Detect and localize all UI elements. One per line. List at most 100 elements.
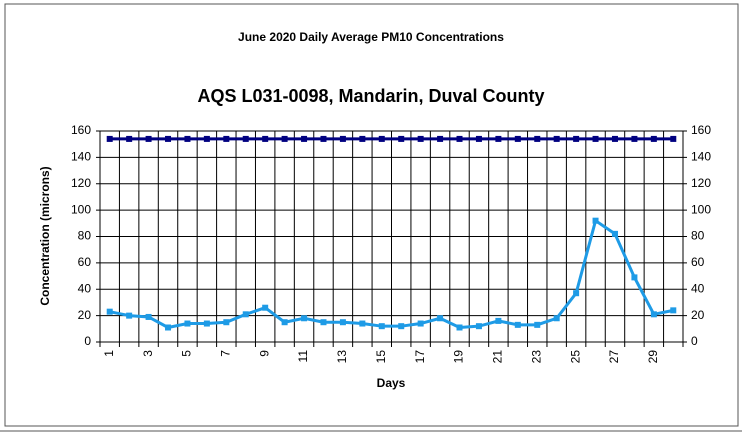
data-point [262,304,269,311]
data-point [631,274,638,281]
chart-frame [4,3,739,427]
data-point [456,135,463,142]
data-point [165,324,172,331]
data-point [145,313,152,320]
data-point [670,307,677,314]
data-point [320,135,327,142]
data-point [592,135,599,142]
data-point [475,135,482,142]
data-point [126,312,133,319]
data-point [301,135,308,142]
y2-tick-label: 120 [691,176,711,190]
data-point [223,135,230,142]
y-axis-label: Concentration (microns) [38,166,52,305]
data-point [320,319,327,326]
y-tick-label: 100 [71,202,91,216]
data-point [145,135,152,142]
data-point [495,317,502,324]
x-tick-label: 17 [413,350,427,364]
data-point [611,135,618,142]
data-point [650,311,657,318]
data-point [631,135,638,142]
y-tick-label: 40 [78,281,92,295]
data-point [573,290,580,297]
x-tick-label: 7 [218,350,232,357]
data-point [106,308,113,315]
data-point [339,135,346,142]
data-point [359,320,366,327]
x-tick-label: 21 [491,350,505,364]
data-point [534,135,541,142]
data-point [670,135,677,142]
data-point [514,135,521,142]
y-tick-label: 140 [71,150,91,164]
data-point [437,135,444,142]
data-point [592,217,599,224]
y2-tick-label: 60 [691,255,705,269]
y2-tick-label: 100 [691,202,711,216]
data-point [165,135,172,142]
data-point [223,319,230,326]
y-tick-label: 20 [78,308,92,322]
data-point [553,315,560,322]
data-point [475,323,482,330]
y2-tick-label: 80 [691,229,705,243]
y-tick-label: 0 [84,334,91,348]
y-tick-label: 120 [71,176,91,190]
y2-tick-label: 40 [691,281,705,295]
data-point [106,135,113,142]
x-axis-label: Days [377,376,406,390]
x-tick-label: 27 [607,350,621,364]
x-tick-label: 13 [335,350,349,364]
data-point [573,135,580,142]
x-tick-label: 19 [452,350,466,364]
data-point [495,135,502,142]
x-tick-label: 3 [141,350,155,357]
chart-subtitle: AQS L031-0098, Mandarin, Duval County [197,86,544,106]
y-tick-label: 80 [78,229,92,243]
x-tick-label: 23 [529,350,543,364]
x-tick-label: 9 [257,350,271,357]
data-point [281,319,288,326]
x-tick-label: 5 [180,350,194,357]
data-point [126,135,133,142]
data-point [456,324,463,331]
x-tick-label: 29 [646,350,660,364]
data-point [417,135,424,142]
series-line [109,218,674,330]
data-point [359,135,366,142]
chart-title: June 2020 Daily Average PM10 Concentrati… [238,30,504,44]
data-point [203,320,210,327]
data-point [281,135,288,142]
data-point [650,135,657,142]
x-tick-label: 15 [374,350,388,364]
data-point [184,320,191,327]
y2-tick-label: 160 [691,123,711,137]
data-point [398,135,405,142]
data-point [339,319,346,326]
x-tick-label: 25 [568,350,582,364]
data-point [553,135,560,142]
data-point [301,315,308,322]
data-point [417,320,424,327]
data-point [437,315,444,322]
x-tick-label: 1 [102,350,116,357]
y2-tick-label: 0 [691,334,698,348]
data-point [534,321,541,328]
y-tick-label: 160 [71,123,91,137]
x-tick-label: 11 [296,350,310,363]
data-point [184,135,191,142]
data-point [398,323,405,330]
data-point [611,230,618,237]
data-point [514,321,521,328]
y-tick-label: 60 [78,255,92,269]
data-point [242,311,249,318]
data-point [262,135,269,142]
y2-tick-label: 20 [691,308,705,322]
data-point [242,135,249,142]
data-point [378,323,385,330]
y2-tick-label: 140 [691,150,711,164]
data-point [203,135,210,142]
data-point [378,135,385,142]
